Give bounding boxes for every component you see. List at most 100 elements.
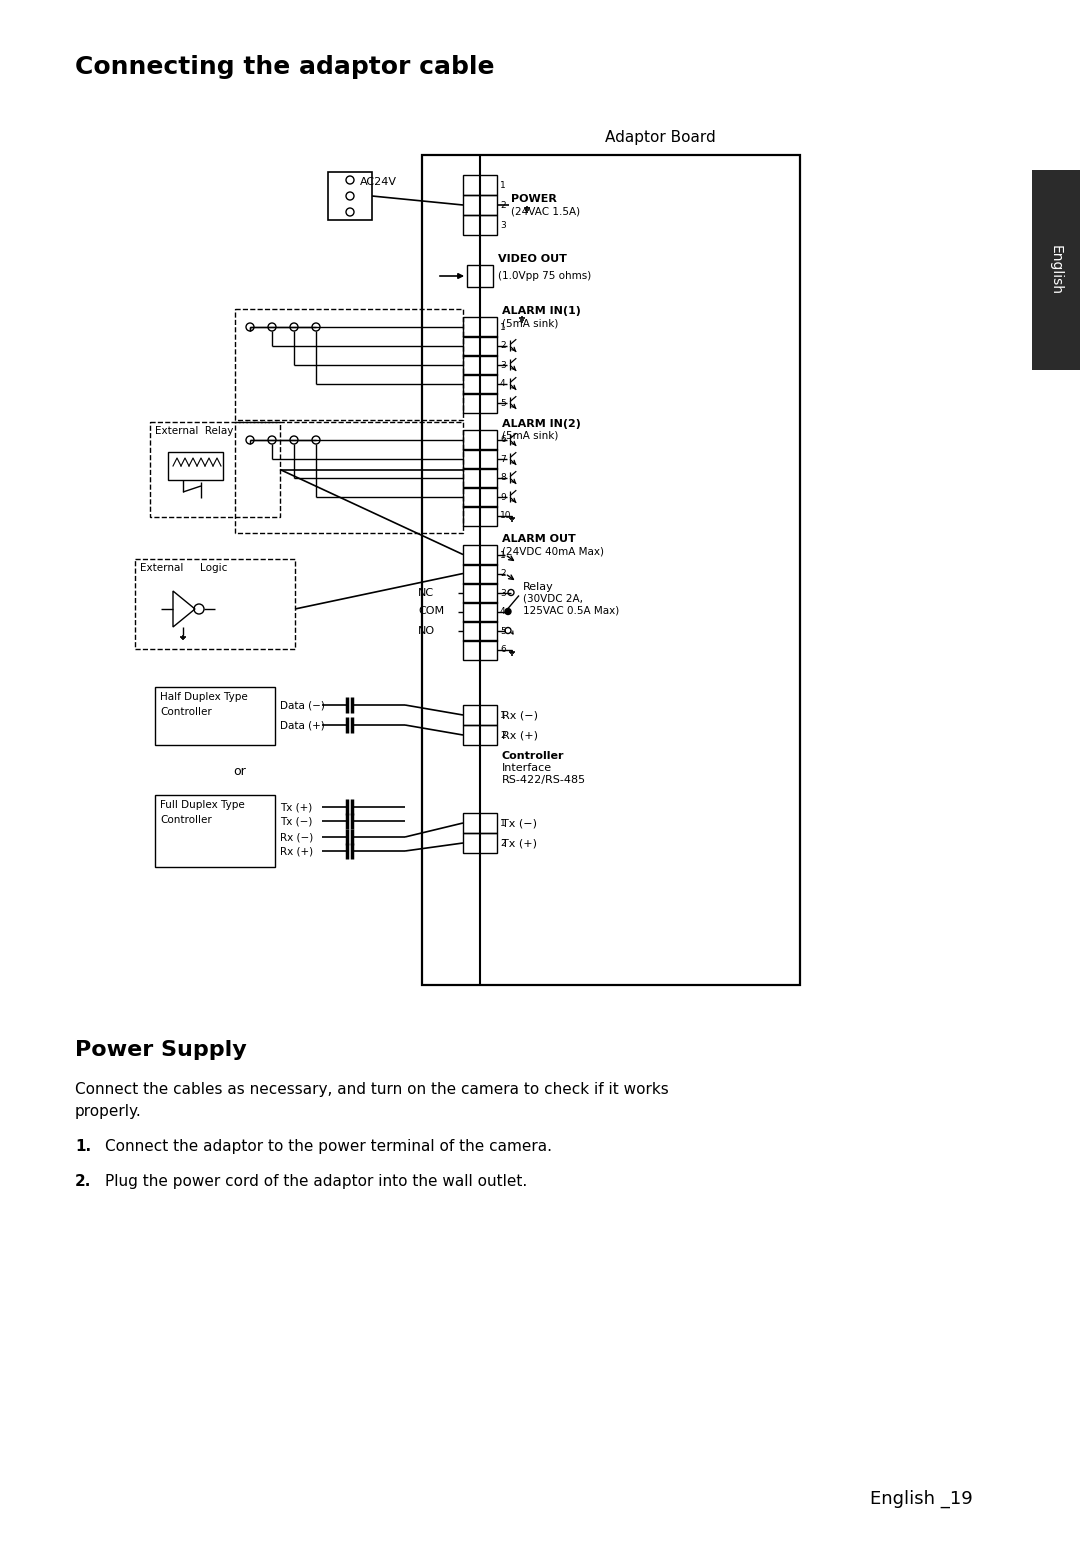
Text: Rx (−): Rx (−) xyxy=(280,832,313,842)
Text: Rx (+): Rx (+) xyxy=(280,846,313,856)
Text: RS-422/RS-485: RS-422/RS-485 xyxy=(502,775,586,785)
Bar xyxy=(463,545,497,565)
Bar xyxy=(328,171,372,221)
Text: 2: 2 xyxy=(500,569,505,579)
Text: properly.: properly. xyxy=(75,1103,141,1119)
Text: 2: 2 xyxy=(500,838,505,847)
Bar xyxy=(463,214,497,235)
Bar xyxy=(422,154,800,984)
Text: External: External xyxy=(140,563,184,572)
Bar xyxy=(463,449,497,469)
Bar xyxy=(463,393,497,414)
Text: 3: 3 xyxy=(500,221,505,230)
Bar xyxy=(235,421,463,532)
Text: ALARM OUT: ALARM OUT xyxy=(502,534,576,545)
Text: Relay: Relay xyxy=(523,582,554,591)
Text: ALARM IN(2): ALARM IN(2) xyxy=(502,420,581,429)
Text: 5: 5 xyxy=(500,626,505,636)
Text: Half Duplex Type: Half Duplex Type xyxy=(160,691,247,702)
Text: 7: 7 xyxy=(500,455,505,463)
Bar xyxy=(168,452,222,480)
Bar xyxy=(463,813,497,833)
Text: or: or xyxy=(233,765,246,778)
Text: Tx (−): Tx (−) xyxy=(280,816,312,826)
Bar xyxy=(463,194,497,214)
Text: Data (−): Data (−) xyxy=(280,701,325,710)
Text: 5: 5 xyxy=(500,398,505,407)
Text: 1: 1 xyxy=(500,818,505,827)
Text: 2: 2 xyxy=(500,201,505,210)
Bar xyxy=(463,316,497,336)
Text: 2: 2 xyxy=(500,341,505,350)
Bar xyxy=(463,620,497,640)
Bar xyxy=(463,833,497,853)
Text: 2.: 2. xyxy=(75,1174,92,1190)
Text: NO: NO xyxy=(418,625,435,636)
Bar xyxy=(1032,170,1080,370)
Text: 1: 1 xyxy=(500,181,505,190)
Text: VIDEO OUT: VIDEO OUT xyxy=(498,255,567,264)
Text: Tx (−): Tx (−) xyxy=(502,818,537,829)
Text: Tx (+): Tx (+) xyxy=(280,802,312,812)
Text: 8: 8 xyxy=(500,474,505,483)
Text: 1: 1 xyxy=(500,710,505,719)
Text: Logic: Logic xyxy=(200,563,228,572)
Bar xyxy=(463,336,497,356)
Text: Connect the adaptor to the power terminal of the camera.: Connect the adaptor to the power termina… xyxy=(105,1139,552,1154)
Text: COM: COM xyxy=(418,606,444,617)
Bar xyxy=(467,265,492,287)
Text: Power Supply: Power Supply xyxy=(75,1040,246,1060)
Text: 125VAC 0.5A Max): 125VAC 0.5A Max) xyxy=(523,605,619,616)
Text: Controller: Controller xyxy=(160,707,212,717)
Text: 1: 1 xyxy=(500,551,505,560)
Text: External  Relay: External Relay xyxy=(156,426,233,437)
Text: (5mA sink): (5mA sink) xyxy=(502,318,558,329)
Text: (24VAC 1.5A): (24VAC 1.5A) xyxy=(511,207,580,216)
Bar xyxy=(463,174,497,194)
Text: 6: 6 xyxy=(500,645,505,654)
Text: 1: 1 xyxy=(500,322,505,332)
Bar xyxy=(463,565,497,583)
Text: Interface: Interface xyxy=(502,762,552,773)
Text: Data (+): Data (+) xyxy=(280,721,325,730)
Text: 4: 4 xyxy=(500,380,505,389)
Bar xyxy=(463,705,497,725)
Bar xyxy=(463,430,497,451)
Text: ALARM IN(1): ALARM IN(1) xyxy=(502,306,581,316)
Bar xyxy=(463,602,497,622)
Bar xyxy=(463,725,497,745)
Text: Connect the cables as necessary, and turn on the camera to check if it works: Connect the cables as necessary, and tur… xyxy=(75,1082,669,1097)
Text: (30VDC 2A,: (30VDC 2A, xyxy=(523,594,583,603)
Text: 1.: 1. xyxy=(75,1139,91,1154)
Text: (5mA sink): (5mA sink) xyxy=(502,430,558,441)
Text: Connecting the adaptor cable: Connecting the adaptor cable xyxy=(75,56,495,79)
Text: 3: 3 xyxy=(500,361,505,369)
Text: NC: NC xyxy=(418,588,434,597)
Text: English: English xyxy=(1049,245,1063,295)
Text: English _19: English _19 xyxy=(870,1489,973,1508)
Text: (24VDC 40mA Max): (24VDC 40mA Max) xyxy=(502,546,604,555)
Bar xyxy=(463,468,497,488)
Text: Tx (+): Tx (+) xyxy=(502,838,537,849)
Text: Controller: Controller xyxy=(160,815,212,826)
Bar xyxy=(150,421,280,517)
Text: (1.0Vpp 75 ohms): (1.0Vpp 75 ohms) xyxy=(498,272,591,281)
Text: Controller: Controller xyxy=(502,751,565,761)
Bar xyxy=(463,583,497,603)
Text: Rx (−): Rx (−) xyxy=(502,710,538,721)
Text: Plug the power cord of the adaptor into the wall outlet.: Plug the power cord of the adaptor into … xyxy=(105,1174,527,1190)
Bar xyxy=(463,488,497,508)
Text: 6: 6 xyxy=(500,435,505,444)
Bar xyxy=(463,373,497,393)
Text: Full Duplex Type: Full Duplex Type xyxy=(160,799,245,810)
Circle shape xyxy=(505,608,511,614)
Bar xyxy=(156,687,275,745)
Text: 9: 9 xyxy=(500,492,505,501)
Text: Adaptor Board: Adaptor Board xyxy=(605,130,715,145)
Bar xyxy=(135,559,295,650)
Text: 4: 4 xyxy=(500,608,505,617)
Bar xyxy=(235,309,463,420)
Text: POWER: POWER xyxy=(511,194,557,204)
Bar xyxy=(463,506,497,526)
Bar xyxy=(156,795,275,867)
